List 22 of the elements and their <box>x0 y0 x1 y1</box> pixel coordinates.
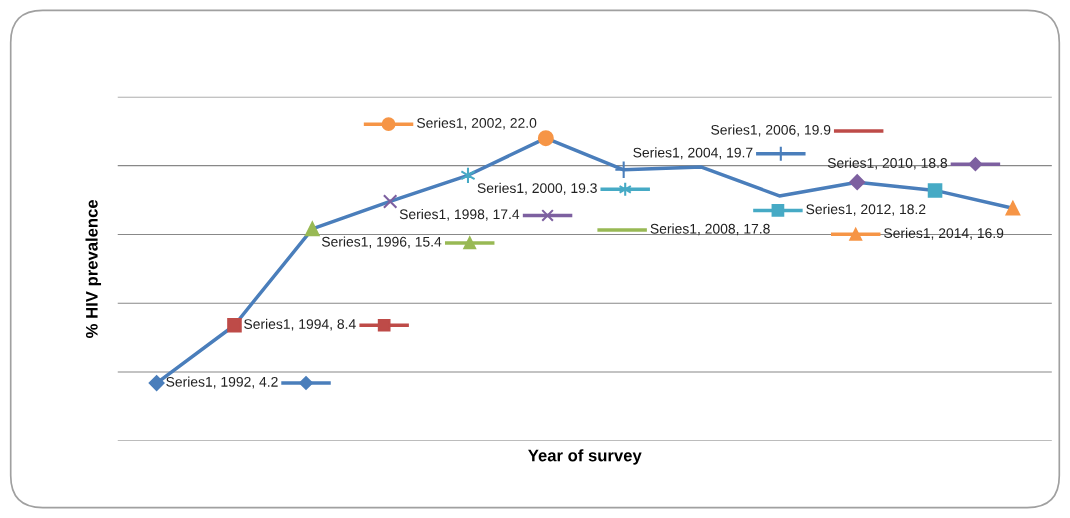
point <box>1005 201 1021 216</box>
data-label: Series1, 2004, 19.7 <box>633 147 753 160</box>
data-label: Series1, 2000, 19.3 <box>477 182 597 195</box>
data-label: Series1, 1996, 15.4 <box>321 236 442 249</box>
data-label: Series1, 1992, 4.2 <box>166 376 278 389</box>
data-label: Series1, 2014, 16.9 <box>884 227 1004 240</box>
data-label: Series1, 2010, 18.8 <box>827 157 948 170</box>
data-label: Series1, 2012, 18.2 <box>806 203 926 216</box>
data-label: Series1, 1998, 17.4 <box>399 208 520 221</box>
data-label: Series1, 1994, 8.4 <box>244 318 356 331</box>
point <box>537 130 554 147</box>
point <box>849 174 866 191</box>
point <box>927 183 943 198</box>
data-label: Series1, 2006, 19.9 <box>711 124 831 137</box>
point <box>148 375 165 391</box>
x-axis-title: Year of survey <box>528 449 642 465</box>
point <box>227 317 242 333</box>
y-axis-title: % HIV prevalence <box>85 199 102 338</box>
data-label: Series1, 2002, 22.0 <box>417 117 537 130</box>
point <box>305 221 320 237</box>
point <box>382 194 398 209</box>
data-label: Series1, 2008, 17.8 <box>650 223 770 236</box>
